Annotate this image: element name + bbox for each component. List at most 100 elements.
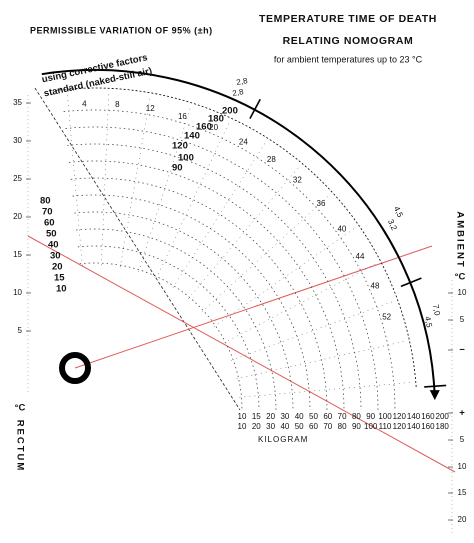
kilogram-tick-label: 60 — [309, 422, 318, 431]
ambient-label: AMBIENT — [454, 211, 465, 268]
variation-header: PERMISSIBLE VARIATION OF 95% (±h) — [30, 25, 213, 35]
kilogram-tick-label: 140 — [407, 422, 421, 431]
ambient-unit: °C — [455, 272, 466, 283]
ambient-tick-label: 5 — [460, 435, 465, 444]
kilogram-tick-label: 140 — [407, 412, 421, 421]
hour-label: 44 — [356, 252, 365, 261]
kilogram-tick-label: 50 — [295, 422, 304, 431]
rectum-label: RECTUM — [14, 420, 25, 473]
hour-arc — [70, 177, 328, 411]
hour-label: 16 — [178, 112, 187, 121]
rectum-tick-label: 35 — [13, 98, 22, 107]
kilogram-tick-label: 10 — [238, 412, 247, 421]
hour-label: 20 — [209, 123, 218, 132]
ambient-tick-label: 10 — [458, 288, 467, 297]
corrective-arc — [41, 69, 436, 399]
hour-label: 12 — [146, 104, 155, 113]
kilogram-tick-label: 40 — [280, 422, 289, 431]
corrective-mark: 3,2 — [386, 218, 399, 232]
hour-arc — [67, 143, 362, 411]
hour-label: 36 — [317, 199, 326, 208]
kilogram-tick-label: 120 — [393, 412, 407, 421]
weight-label: 80 — [40, 196, 51, 207]
hour-arc — [77, 245, 260, 411]
weight-label: 160 — [196, 122, 212, 133]
ambient-tick-label: 20 — [458, 515, 467, 524]
hour-arc — [65, 126, 379, 411]
diagonal-line — [34, 87, 241, 411]
kilogram-tick-label: 120 — [393, 422, 407, 431]
spoke — [223, 262, 378, 344]
title-line-1: TEMPERATURE TIME OF DEATH — [259, 13, 437, 25]
spoke — [239, 382, 412, 398]
kilogram-tick-label: 110 — [379, 422, 392, 431]
hour-label: 40 — [337, 224, 346, 233]
weight-label: 50 — [46, 229, 57, 240]
ambient-tick-label: + — [459, 408, 465, 419]
arc-tick — [400, 277, 422, 288]
hour-arc — [68, 160, 345, 411]
kilogram-tick-label: 15 — [252, 412, 261, 421]
spoke — [236, 340, 406, 379]
hour-label: 52 — [382, 313, 391, 322]
weight-label: 90 — [172, 163, 183, 174]
rectum-tick-label: 5 — [18, 326, 23, 335]
spoke — [231, 301, 394, 361]
kilogram-tick-label: 70 — [338, 412, 347, 421]
weight-label: 140 — [184, 131, 200, 142]
hour-arc — [76, 228, 277, 411]
corrective-mark: 4,5 — [423, 316, 434, 329]
rectum-tick-label: 30 — [13, 136, 22, 145]
hour-arc — [74, 211, 294, 411]
kilogram-tick-label: 60 — [323, 412, 332, 421]
weight-label: 40 — [48, 240, 59, 251]
arc-tick — [424, 384, 447, 388]
hour-label: 4 — [82, 99, 87, 108]
kilogram-tick-label: 80 — [352, 412, 361, 421]
kilogram-tick-label: 70 — [323, 422, 332, 431]
kilogram-tick-label: 80 — [338, 422, 347, 431]
corrective-mark: 7,0 — [431, 304, 442, 317]
kilogram-tick-label: 40 — [295, 412, 304, 421]
marker-ring — [59, 352, 91, 384]
weight-label: 70 — [42, 207, 53, 218]
corrective-mark: 2,8 — [232, 87, 245, 98]
rectum-tick-label: 25 — [13, 174, 22, 183]
weight-label: 10 — [56, 284, 67, 295]
kilogram-tick-label: 50 — [309, 412, 318, 421]
spoke — [67, 93, 83, 266]
kilogram-tick-label: 160 — [421, 412, 435, 421]
corrective-mark: 2,8 — [236, 76, 249, 87]
ambient-tick-label: 5 — [460, 315, 465, 324]
kilogram-tick-label: 20 — [252, 422, 261, 431]
standard-arc — [55, 87, 417, 388]
ambient-tick-label: − — [459, 345, 465, 356]
hour-arc — [72, 194, 311, 411]
weight-label: 15 — [54, 273, 65, 284]
reading-line — [74, 245, 433, 369]
kilogram-tick-label: 30 — [266, 422, 275, 431]
kilogram-tick-label: 10 — [238, 422, 247, 431]
kilogram-tick-label: 100 — [378, 412, 392, 421]
hour-label: 8 — [115, 100, 120, 109]
kilogram-tick-label: 20 — [266, 412, 275, 421]
weight-label: 60 — [44, 218, 55, 229]
hour-label: 24 — [239, 137, 248, 146]
corrective-mark: 4,5 — [392, 205, 405, 219]
weight-label: 200 — [222, 106, 238, 117]
rectum-tick-label: 10 — [13, 288, 22, 297]
rectum-unit: °C — [15, 403, 26, 414]
kilogram-tick-label: 180 — [436, 422, 450, 431]
spoke — [119, 96, 151, 268]
hour-label: 28 — [267, 155, 276, 164]
kilogram-label: KILOGRAM — [258, 435, 308, 444]
hour-label: 32 — [293, 176, 302, 185]
rectum-tick-label: 15 — [13, 250, 22, 259]
hour-arc — [63, 109, 396, 411]
ambient-tick-label: 10 — [458, 462, 467, 471]
weight-label: 180 — [208, 114, 224, 125]
weight-label: 100 — [178, 153, 194, 164]
kilogram-tick-label: 90 — [352, 422, 361, 431]
ambient-tick-label: 15 — [458, 488, 467, 497]
